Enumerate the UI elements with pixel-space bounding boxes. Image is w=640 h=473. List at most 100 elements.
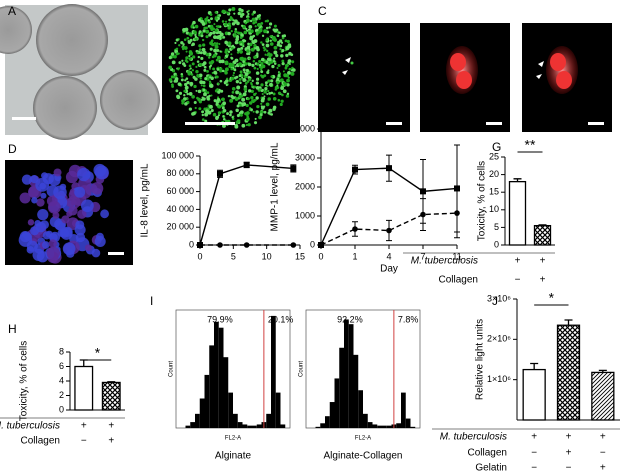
nucleus [48, 239, 58, 248]
cell-dot [192, 20, 196, 25]
y-tick-label: 0 [310, 239, 315, 249]
cell-dot [290, 53, 294, 57]
cell-dot [198, 48, 202, 51]
cell-dot [284, 64, 289, 68]
histogram-bar [358, 390, 363, 428]
cell-dot [251, 79, 254, 83]
y-tick-label: 100 000 [161, 150, 194, 160]
error-bar [79, 359, 88, 367]
cell-dot [194, 106, 197, 110]
cell-dot [241, 123, 246, 128]
cell-dot [229, 110, 233, 114]
cell-dot [264, 20, 267, 23]
cell-dot [191, 94, 195, 99]
cell-dot [178, 44, 181, 47]
histogram-bar [247, 425, 252, 428]
cell-dot [255, 110, 259, 114]
cell-dot [202, 50, 207, 55]
cell-dot [216, 55, 221, 60]
cell-dot [277, 40, 281, 45]
cell-dot [239, 13, 243, 16]
nucleus [74, 224, 86, 236]
cell-dot [198, 73, 203, 78]
row-mark: − [600, 448, 606, 459]
cell-dot [254, 117, 257, 120]
cell-dot [208, 80, 212, 83]
cell-dot [203, 26, 207, 30]
cell-dot [277, 91, 282, 95]
y-tick-label: 1×10⁶ [487, 374, 511, 384]
cell-dot [190, 84, 193, 87]
cell-dot [235, 108, 239, 113]
cell-dot [171, 60, 176, 65]
cell-dot [248, 109, 251, 112]
cell-dot [204, 77, 208, 81]
nucleus [42, 173, 54, 185]
cell-dot [209, 83, 214, 88]
cell-dot [231, 6, 236, 11]
cell-dot [189, 33, 193, 37]
cell-dot [263, 74, 267, 78]
histogram-bar [237, 422, 243, 428]
cell-dot [268, 26, 271, 29]
nucleus [48, 233, 58, 242]
cell-dot [281, 62, 285, 66]
cell-dot [213, 35, 217, 39]
cell-dot [224, 40, 228, 45]
cell-dot [255, 81, 260, 85]
panel-label: E [163, 92, 171, 106]
cell-dot [186, 92, 189, 96]
cell-dot [178, 61, 182, 65]
row-mark: + [81, 421, 87, 432]
cell-dot [288, 62, 291, 66]
cell-dot [224, 61, 229, 66]
cell-dot [189, 51, 194, 56]
cell-dot [286, 78, 290, 83]
cell-dot [218, 14, 222, 17]
cell-dot [208, 67, 212, 70]
nucleus [31, 197, 38, 204]
cell-dot [288, 67, 292, 71]
nucleus [37, 208, 49, 221]
cell-dot [253, 121, 258, 125]
cell-dot [186, 81, 190, 85]
cell-dot [230, 63, 235, 68]
cell-dot [206, 91, 210, 95]
cell-dot [287, 70, 291, 75]
y-tick-label: 3000 [295, 152, 315, 162]
cell-dot [181, 101, 185, 105]
cell-dot [275, 54, 279, 58]
nucleus [42, 241, 50, 249]
row-label: Collagen [439, 275, 478, 286]
row-mark: − [566, 463, 572, 473]
cell-dot [250, 89, 254, 94]
cell-dot [263, 95, 266, 98]
nucleus [46, 246, 60, 260]
panel-label: H [8, 322, 17, 336]
cell-dot [265, 84, 268, 87]
cell-dot [283, 73, 288, 78]
row-mark: − [515, 275, 521, 286]
histogram-bar [320, 423, 325, 428]
histogram-bar [344, 319, 349, 428]
cell-dot [263, 110, 267, 114]
nucleus [94, 165, 109, 180]
panel-label: B [166, 4, 174, 18]
cell-dot [291, 60, 295, 64]
row-label: Collagen [468, 448, 507, 459]
histogram-bar [353, 354, 359, 428]
cell-dot [242, 60, 245, 63]
histogram-bar [199, 398, 205, 428]
cell-dot [262, 46, 266, 50]
x-tick-label: 0 [197, 251, 202, 261]
cell-dot [238, 77, 242, 81]
nucleus [91, 248, 101, 258]
cell-dot [199, 77, 202, 80]
cell-dot [219, 67, 223, 71]
cell-dot [248, 78, 252, 82]
cell-dot [233, 68, 237, 72]
row-mark: + [515, 256, 521, 267]
cell-dot [199, 51, 203, 55]
histogram-bar [218, 327, 224, 428]
series-line [320, 212, 458, 246]
